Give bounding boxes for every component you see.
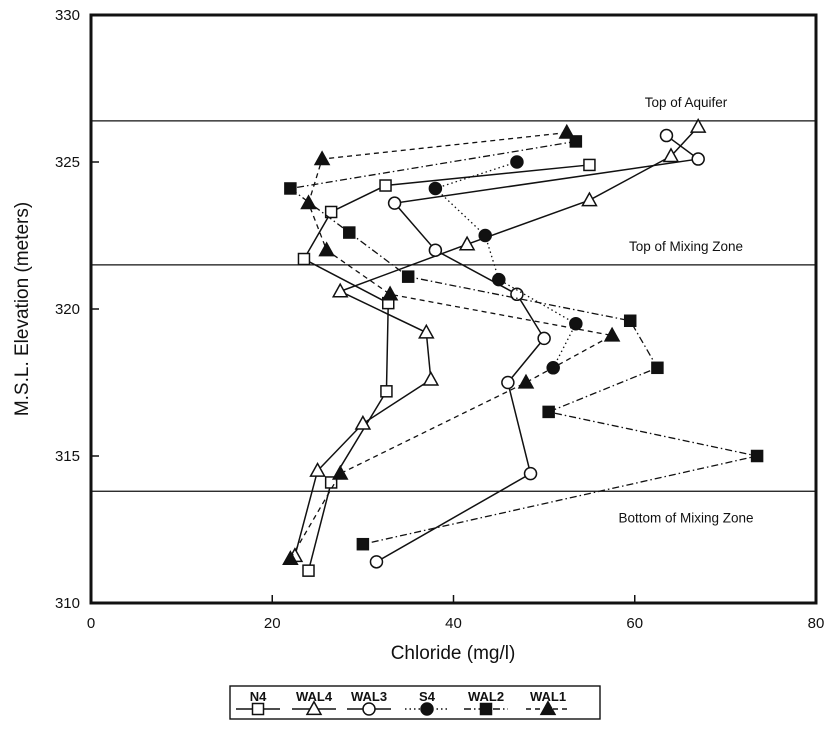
data-point-wal3	[428, 243, 443, 257]
legend-marker-wal4	[305, 700, 323, 716]
data-point-wal1	[313, 150, 331, 166]
data-point-wal3	[659, 128, 674, 143]
data-point-wal4	[662, 147, 680, 163]
data-point-wal2	[401, 270, 415, 283]
series-line-wal1	[289, 131, 615, 560]
series-line-wal3	[376, 134, 701, 563]
data-point-n4	[380, 385, 393, 398]
x-tick-label: 80	[808, 615, 825, 632]
data-point-wal1	[517, 373, 535, 389]
legend-label-s4: S4	[419, 689, 436, 704]
data-point-wal4	[354, 414, 372, 430]
y-axis-title: M.S.L. Elevation (meters)	[12, 202, 33, 416]
data-point-wal3	[501, 375, 515, 390]
data-point-s4	[428, 181, 443, 196]
data-point-wal2	[623, 314, 637, 328]
data-point-s4	[478, 228, 492, 243]
y-tick-label: 310	[55, 595, 80, 612]
annotation-top-of-aquifer: Top of Aquifer	[645, 95, 728, 110]
data-point-s4	[569, 316, 583, 331]
data-point-n4	[379, 179, 392, 192]
data-point-wal2	[651, 361, 664, 375]
annotation-top-of-mixing-zone: Top of Mixing Zone	[629, 239, 743, 254]
series-line-wal4	[294, 126, 699, 557]
x-tick-label: 60	[626, 615, 643, 632]
series-line-s4	[434, 161, 577, 369]
data-point-wal2	[284, 182, 297, 195]
legend-label-n4: N4	[250, 689, 267, 704]
y-tick-label: 320	[55, 301, 80, 318]
x-tick-label: 0	[87, 615, 95, 632]
data-point-wal4	[689, 117, 707, 133]
legend-label-wal1: WAL1	[530, 689, 566, 704]
series-wal1	[282, 123, 621, 566]
data-point-wal4	[581, 191, 598, 207]
x-axis-title: Chloride (mg/l)	[391, 643, 516, 664]
series-wal3	[369, 128, 705, 569]
data-point-wal4	[309, 461, 326, 477]
y-tick-label: 315	[55, 448, 80, 465]
x-tick-label: 20	[264, 615, 281, 632]
legend-marker-wal1	[539, 700, 557, 716]
data-point-wal1	[603, 326, 621, 342]
data-point-wal4	[458, 235, 476, 251]
data-point-wal4	[422, 370, 440, 386]
data-point-wal1	[381, 285, 399, 301]
legend: N4 WAL4 WAL3 S4 WAL2 WAL1	[229, 685, 601, 720]
y-tick-label: 325	[55, 154, 80, 171]
annotation-bottom-of-mixing-zone: Bottom of Mixing Zone	[618, 510, 753, 525]
legend-marker-s4	[420, 702, 434, 716]
data-point-s4	[492, 272, 506, 287]
legend-label-wal2: WAL2	[468, 689, 504, 704]
data-point-wal3	[369, 555, 384, 569]
data-point-wal1	[318, 241, 335, 257]
data-point-wal2	[343, 226, 356, 239]
data-point-wal2	[542, 405, 555, 419]
legend-marker-wal3	[362, 702, 376, 716]
data-point-n4	[297, 252, 311, 266]
data-point-wal1	[282, 550, 299, 566]
data-point-wal4	[331, 282, 349, 298]
data-point-wal3	[510, 287, 524, 302]
series-wal2	[284, 135, 764, 551]
data-point-n4	[302, 564, 315, 577]
data-point-wal1	[331, 464, 349, 480]
series-wal4	[286, 117, 707, 563]
data-point-wal1	[558, 123, 576, 139]
data-point-wal2	[569, 135, 583, 148]
data-point-wal1	[300, 194, 317, 210]
data-point-wal3	[691, 152, 705, 166]
legend-label-wal4: WAL4	[296, 689, 333, 704]
data-point-n4	[324, 205, 338, 219]
data-point-n4	[583, 158, 596, 172]
y-tick-label: 330	[55, 7, 80, 24]
data-point-wal3	[537, 331, 551, 346]
x-tick-label: 40	[445, 615, 462, 632]
data-point-wal2	[356, 537, 370, 551]
legend-marker-n4	[251, 702, 265, 716]
data-point-wal2	[750, 449, 764, 463]
legend-label-wal3: WAL3	[351, 689, 387, 704]
data-point-wal3	[523, 466, 538, 481]
data-point-wal4	[418, 323, 435, 339]
series-line-wal2	[288, 140, 758, 545]
legend-box	[229, 685, 601, 720]
data-point-s4	[510, 155, 524, 169]
legend-marker-wal2	[479, 702, 493, 716]
data-point-wal3	[387, 196, 402, 210]
